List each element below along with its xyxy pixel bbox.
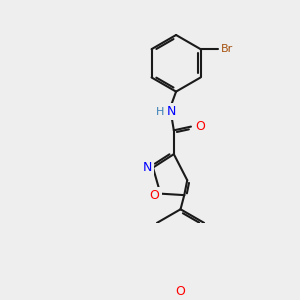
Text: Br: Br (221, 44, 233, 54)
Text: O: O (149, 189, 159, 202)
Text: O: O (176, 285, 185, 298)
Text: O: O (196, 120, 206, 133)
Text: N: N (142, 161, 152, 174)
Text: N: N (167, 105, 176, 118)
Text: H: H (155, 107, 164, 117)
